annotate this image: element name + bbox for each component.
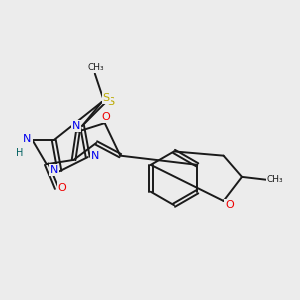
Text: CH₃: CH₃ — [266, 175, 283, 184]
Text: N: N — [91, 151, 99, 161]
Text: O: O — [102, 112, 110, 122]
Text: N: N — [23, 134, 32, 144]
Text: S: S — [103, 93, 110, 103]
Text: S: S — [107, 97, 114, 107]
Text: N: N — [72, 121, 81, 131]
Text: O: O — [225, 200, 234, 210]
Text: H: H — [16, 148, 23, 158]
Text: CH₃: CH₃ — [88, 63, 104, 72]
Text: O: O — [58, 183, 67, 193]
Text: N: N — [50, 165, 58, 175]
